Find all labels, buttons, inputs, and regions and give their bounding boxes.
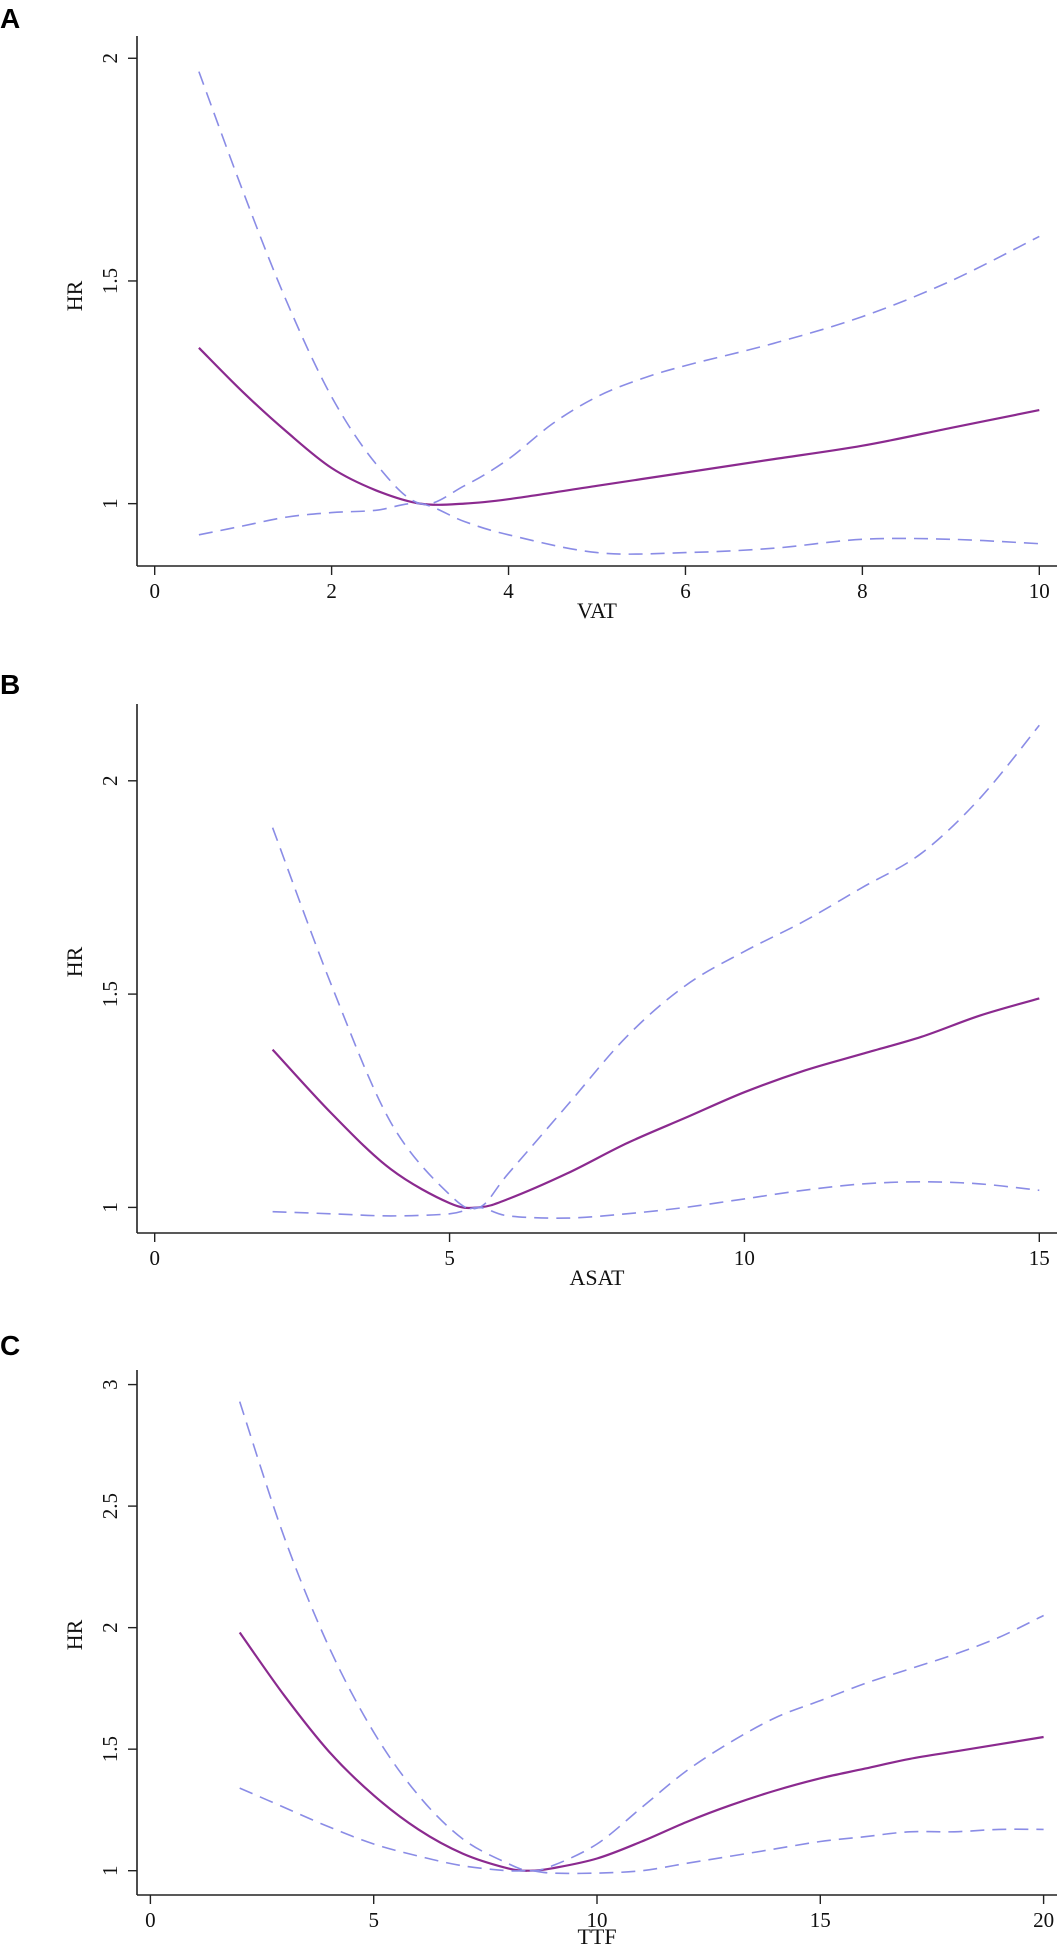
- y-tick-label: 1.5: [98, 981, 122, 1007]
- x-tick-label: 4: [503, 579, 514, 603]
- y-tick-label: 1.5: [98, 1736, 122, 1762]
- hr-estimate-line: [271, 997, 1040, 1210]
- x-tick-label: 6: [680, 579, 691, 603]
- y-tick-label: 2.5: [98, 1493, 122, 1519]
- ci-upper-line: [238, 1401, 1044, 1872]
- y-axis-label: HR: [62, 280, 87, 311]
- x-axis-label: ASAT: [569, 1265, 625, 1290]
- ci-upper-line: [271, 724, 1040, 1210]
- plot-area: 0 5 10 15 1 1.5 2: [98, 704, 1057, 1270]
- x-tick-label: 8: [857, 579, 868, 603]
- x-tick-label: 0: [149, 1246, 160, 1270]
- plot-area: 0 2 4 6 8 10 1 1.5 2: [98, 36, 1057, 603]
- ci-lower-line: [198, 502, 1040, 555]
- x-tick-label: 15: [810, 1908, 831, 1932]
- plot-area: 0 5 10 15 20 1 1.5 2 2.5 3: [98, 1370, 1057, 1932]
- panel-c: C 0 5 10 15 20 1 1.5 2 2.5 3 TTF HR: [0, 1330, 1057, 1949]
- ci-lower-line: [272, 1180, 1040, 1219]
- x-tick-label: 10: [734, 1246, 755, 1270]
- x-tick-label: 0: [145, 1908, 156, 1932]
- y-axis-label: HR: [62, 1619, 87, 1650]
- x-tick-label: 2: [326, 579, 337, 603]
- x-axis-label: VAT: [577, 598, 618, 623]
- x-tick-label: 20: [1033, 1908, 1054, 1932]
- hr-estimate-line: [238, 1631, 1044, 1872]
- y-tick-label: 2: [98, 776, 122, 787]
- y-axis-label: HR: [62, 946, 87, 977]
- y-tick-label: 2: [98, 1622, 122, 1633]
- y-tick-label: 3: [98, 1379, 122, 1390]
- ci-upper-line: [198, 71, 1040, 506]
- x-axis-label: TTF: [577, 1924, 616, 1949]
- y-tick-label: 1: [98, 1202, 122, 1213]
- panel-label: B: [0, 669, 20, 700]
- panel-label: C: [0, 1330, 20, 1361]
- x-tick-label: 0: [149, 579, 160, 603]
- y-tick-label: 2: [98, 53, 122, 64]
- x-tick-label: 5: [368, 1908, 379, 1932]
- x-tick-label: 5: [444, 1246, 455, 1270]
- y-tick-label: 1.5: [98, 268, 122, 294]
- ci-lower-line: [239, 1787, 1044, 1875]
- hr-estimate-line: [198, 347, 1040, 506]
- x-tick-label: 10: [1029, 579, 1050, 603]
- panel-label: A: [0, 3, 20, 34]
- x-tick-label: 10: [587, 1908, 608, 1932]
- panel-a: A 0 2 4 6 8 10 1 1.5 2 VAT HR: [0, 3, 1057, 623]
- x-tick-label: 15: [1029, 1246, 1050, 1270]
- y-tick-label: 1: [98, 498, 122, 509]
- y-tick-label: 1: [98, 1865, 122, 1876]
- panel-b: B 0 5 10 15 1 1.5 2 ASAT HR: [0, 669, 1057, 1290]
